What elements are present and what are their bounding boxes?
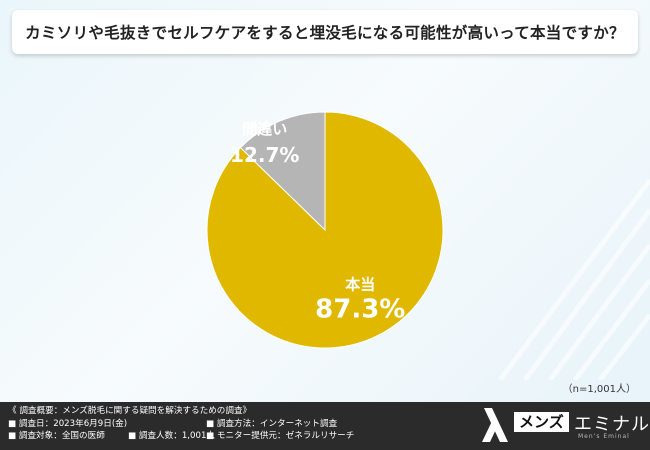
- slice-label: 本当: [345, 276, 375, 294]
- pie-slice: [239, 111, 326, 232]
- sample-size-note: （n=1,001人）: [562, 384, 636, 395]
- survey-heading: 《 調査概要：メンズ脱毛に関する疑問を解決するための調査》: [8, 406, 252, 416]
- survey-row: ■ 調査日：2023年6月9日(金) ■ 調査方法：インターネット調査: [8, 418, 354, 431]
- background-decoration: [498, 178, 650, 380]
- survey-date: ■ 調査日：2023年6月9日(金): [8, 418, 128, 429]
- logo-mark-icon: [482, 408, 508, 442]
- survey-target: ■ 調査対象：全国の医師: [8, 431, 105, 441]
- survey-count: ■ 調査人数：1,001人: [128, 431, 216, 441]
- slice-value-label: 87.3%: [315, 295, 405, 325]
- brand-logo: メンズ エミナル Men's Eminal: [482, 406, 649, 446]
- logo-box-text: メンズ: [514, 412, 569, 432]
- survey-notes: 《 調査概要：メンズ脱毛に関する疑問を解決するための調査》 ■ 調査日：2023…: [8, 405, 354, 443]
- slice-value-label: 12.7%: [230, 143, 299, 167]
- survey-provider: ■ モニター提供元：ゼネラルリサーチ: [206, 431, 355, 441]
- survey-row: ■ 調査対象：全国の医師 ■ 調査人数：1,001人 ■ モニター提供元：ゼネラ…: [8, 430, 354, 443]
- logo-wordmark: エミナル: [574, 414, 650, 435]
- survey-method: ■ 調査方法：インターネット調査: [206, 418, 338, 429]
- chart-title: カミソリや毛抜きでセルフケアをすると埋没毛になる可能性が高いって本当ですか？: [25, 24, 625, 42]
- logo-subtext: Men's Eminal: [578, 433, 630, 440]
- slice-label: 間違い: [242, 120, 287, 138]
- title-bar: カミソリや毛抜きでセルフケアをすると埋没毛になる可能性が高いって本当ですか？: [12, 10, 638, 54]
- footer: 《 調査概要：メンズ脱毛に関する疑問を解決するための調査》 ■ 調査日：2023…: [0, 402, 650, 450]
